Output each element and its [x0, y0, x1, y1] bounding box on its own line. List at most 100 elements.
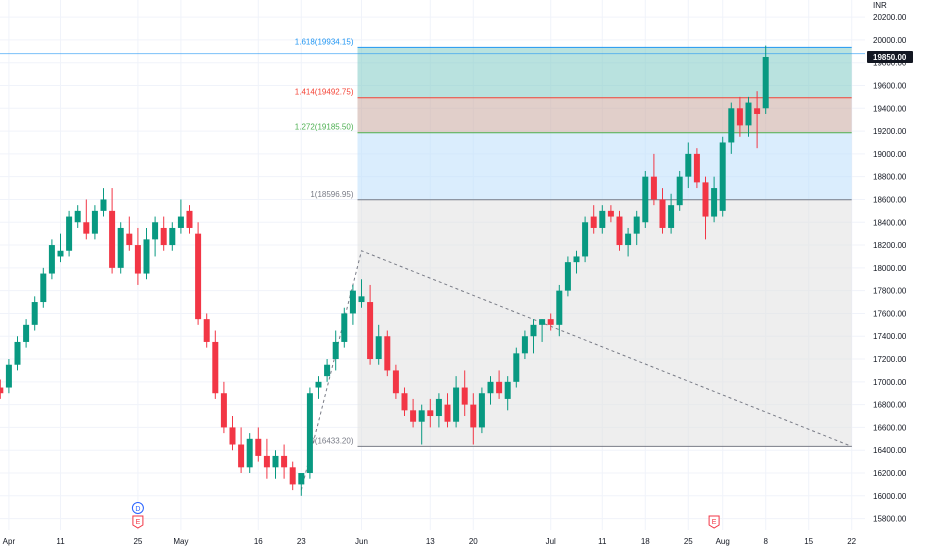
candle-up[interactable]: [100, 188, 107, 217]
price-axis[interactable]: INR 15800.00 16000.00 16200.00 16400.00 16600…: [867, 1, 913, 524]
candle-down[interactable]: [659, 188, 666, 234]
candle-down[interactable]: [401, 387, 408, 417]
candle-down[interactable]: [220, 381, 227, 434]
candle-up[interactable]: [246, 433, 253, 474]
candle-up[interactable]: [487, 376, 494, 405]
candle-up[interactable]: [685, 142, 692, 189]
candle-down[interactable]: [134, 227, 141, 285]
candle-up[interactable]: [272, 450, 279, 479]
candle-up[interactable]: [169, 222, 176, 251]
candle-up[interactable]: [582, 216, 589, 263]
candle-up[interactable]: [306, 387, 313, 479]
candle-up[interactable]: [332, 330, 339, 371]
dividend-marker[interactable]: [131, 502, 144, 514]
candle-up[interactable]: [315, 376, 322, 399]
candle-down[interactable]: [754, 91, 761, 149]
candle-up[interactable]: [530, 319, 537, 354]
candle-up[interactable]: [66, 210, 73, 257]
candle-down[interactable]: [160, 216, 167, 251]
candle-up[interactable]: [676, 170, 683, 211]
candle-up[interactable]: [57, 233, 64, 263]
candle-up[interactable]: [625, 227, 632, 257]
candle-up[interactable]: [48, 239, 55, 280]
candlesticks[interactable]: [0, 45, 769, 496]
candle-up[interactable]: [91, 205, 98, 240]
candle-up[interactable]: [341, 307, 348, 348]
candle-up[interactable]: [745, 96, 752, 137]
candle-up[interactable]: [513, 347, 520, 388]
candle-down[interactable]: [367, 284, 374, 365]
candle-down[interactable]: [470, 393, 477, 445]
fibonacci-extension[interactable]: 1.618(19934.15) 1.414(19492.75) 1.272(1918…: [295, 37, 852, 447]
candle-down[interactable]: [410, 398, 417, 428]
candle-down[interactable]: [616, 210, 623, 251]
candle-down[interactable]: [736, 96, 743, 137]
candle-up[interactable]: [573, 250, 580, 274]
earnings-marker[interactable]: [708, 515, 720, 529]
candle-up[interactable]: [668, 193, 675, 234]
drawn-lines[interactable]: [0, 53, 865, 491]
candle-down[interactable]: [281, 444, 288, 479]
candle-up[interactable]: [728, 102, 735, 154]
candle-down[interactable]: [195, 222, 202, 325]
candle-down[interactable]: [461, 370, 468, 417]
candle-up[interactable]: [358, 279, 365, 308]
candle-up[interactable]: [762, 45, 769, 114]
candle-up[interactable]: [74, 205, 81, 228]
candle-up[interactable]: [324, 359, 331, 382]
candle-down[interactable]: [693, 148, 700, 189]
candle-up[interactable]: [642, 170, 649, 228]
candle-up[interactable]: [143, 227, 150, 280]
candle-down[interactable]: [186, 205, 193, 234]
candle-up[interactable]: [375, 324, 382, 365]
candle-down[interactable]: [109, 188, 116, 274]
candle-down[interactable]: [392, 364, 399, 399]
candle-up[interactable]: [633, 210, 640, 246]
candle-down[interactable]: [203, 313, 210, 348]
candle-down[interactable]: [238, 427, 245, 474]
candle-down[interactable]: [427, 398, 434, 428]
candle-down[interactable]: [650, 153, 657, 206]
candle-up[interactable]: [23, 319, 30, 348]
candle-up[interactable]: [349, 284, 356, 325]
candle-down[interactable]: [702, 176, 709, 240]
candle-down[interactable]: [547, 313, 554, 331]
candle-down[interactable]: [263, 438, 270, 479]
candle-down[interactable]: [384, 330, 391, 377]
candle-up[interactable]: [14, 336, 21, 371]
candle-down[interactable]: [212, 330, 219, 399]
candle-up[interactable]: [504, 376, 511, 411]
trend-line[interactable]: [300, 250, 852, 491]
candle-down[interactable]: [590, 205, 597, 234]
candle-down[interactable]: [126, 216, 133, 251]
candle-up[interactable]: [599, 205, 606, 234]
candle-up[interactable]: [117, 222, 124, 274]
event-markers[interactable]: DE E: [131, 502, 720, 529]
candle-down[interactable]: [444, 393, 451, 428]
candle-up[interactable]: [418, 404, 425, 445]
time-axis[interactable]: Apr 11 25 May 16 23 Jun 13 20 Jul 11 18 25 Aug 8 15 22: [3, 537, 857, 546]
candle-up[interactable]: [521, 330, 528, 360]
candle-up[interactable]: [298, 473, 305, 496]
candle-up[interactable]: [719, 136, 726, 217]
candle-up[interactable]: [453, 376, 460, 428]
candle-down[interactable]: [496, 370, 503, 399]
candle-up[interactable]: [31, 296, 38, 331]
candle-down[interactable]: [289, 461, 296, 491]
candle-up[interactable]: [564, 256, 571, 297]
candle-up[interactable]: [5, 359, 12, 394]
candle-down[interactable]: [0, 379, 4, 399]
candle-up[interactable]: [40, 267, 47, 308]
candle-up[interactable]: [711, 176, 718, 223]
candle-up[interactable]: [556, 284, 563, 337]
candle-up[interactable]: [435, 393, 442, 428]
candle-down[interactable]: [83, 199, 90, 240]
candle-up[interactable]: [177, 199, 184, 234]
candle-down[interactable]: [229, 416, 236, 451]
candle-down[interactable]: [255, 427, 262, 462]
candle-up[interactable]: [539, 319, 546, 342]
candle-up[interactable]: [152, 216, 159, 257]
candle-down[interactable]: [607, 205, 614, 223]
candle-up[interactable]: [478, 387, 485, 434]
